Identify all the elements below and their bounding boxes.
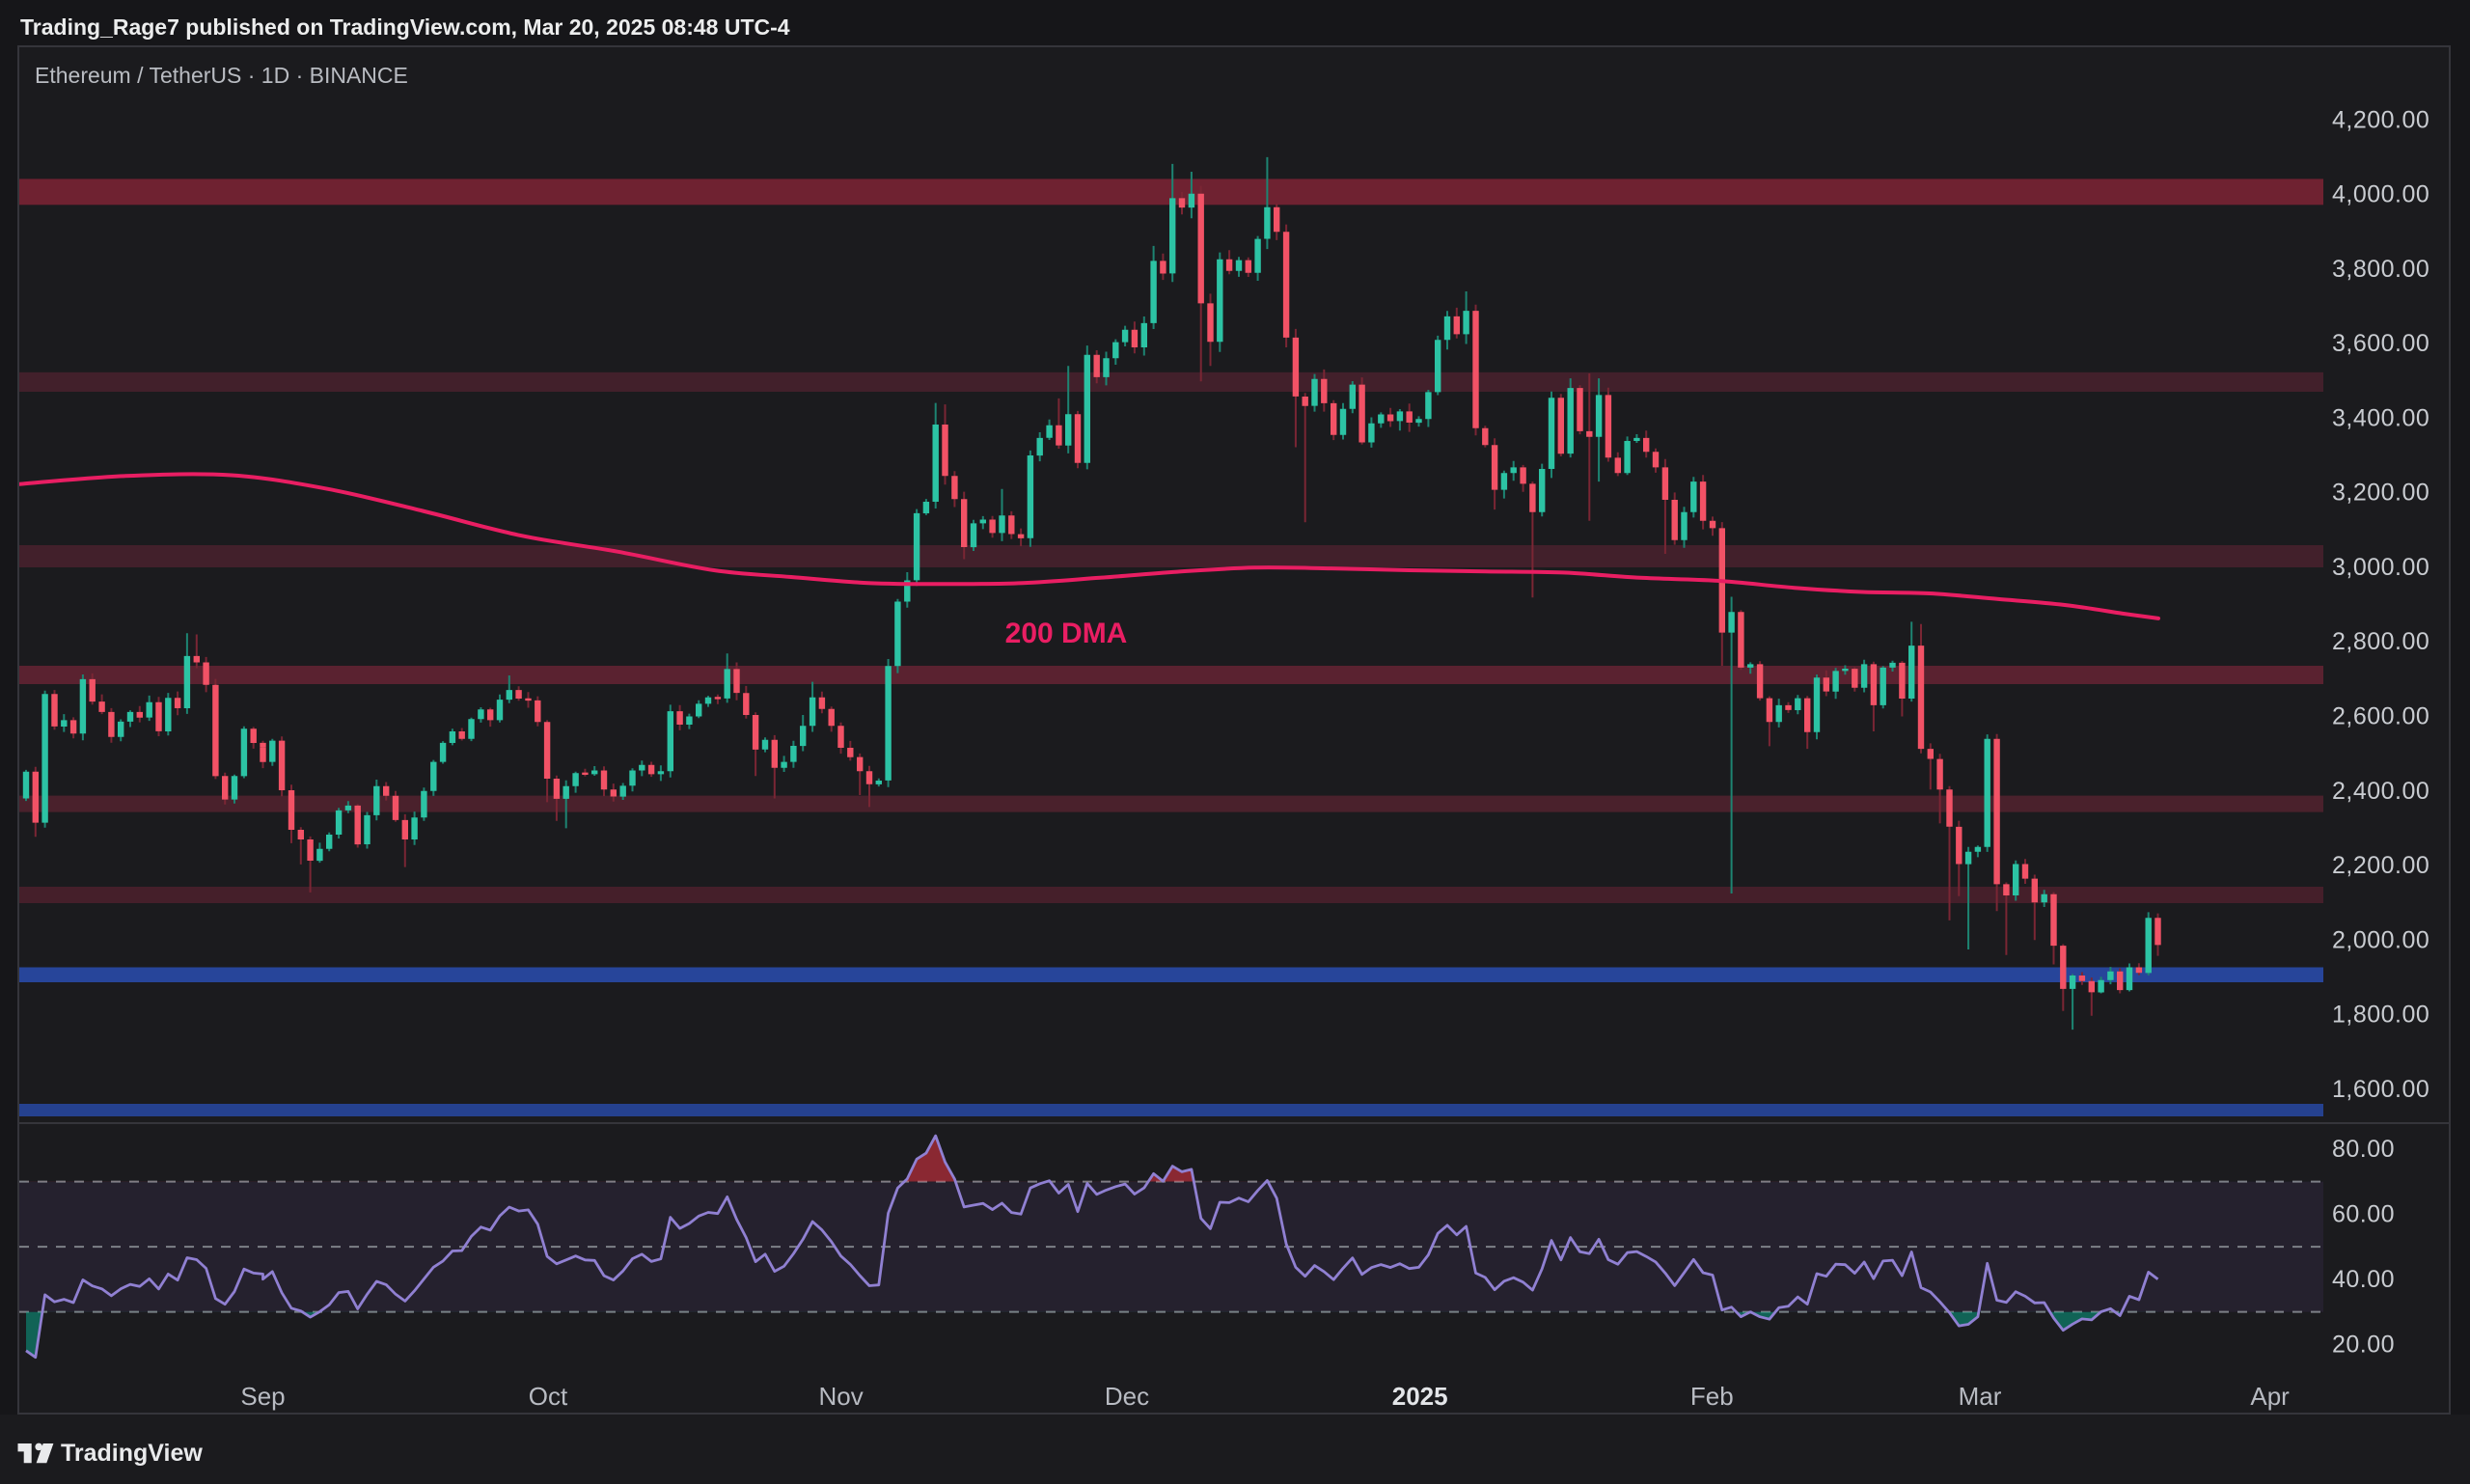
svg-text:Nov: Nov — [818, 1382, 863, 1411]
svg-text:2,200.00: 2,200.00 — [2332, 852, 2429, 879]
svg-text:Apr: Apr — [2250, 1382, 2290, 1411]
svg-text:2025: 2025 — [1392, 1382, 1448, 1411]
svg-text:Oct: Oct — [529, 1382, 568, 1411]
svg-text:Feb: Feb — [1690, 1382, 1734, 1411]
svg-text:3,200.00: 3,200.00 — [2332, 480, 2429, 507]
svg-text:Dec: Dec — [1105, 1382, 1149, 1411]
svg-text:1,800.00: 1,800.00 — [2332, 1002, 2429, 1029]
svg-text:TradingView: TradingView — [61, 1440, 203, 1467]
svg-text:2,800.00: 2,800.00 — [2332, 628, 2429, 655]
svg-text:40.00: 40.00 — [2332, 1266, 2395, 1293]
svg-text:Mar: Mar — [1959, 1382, 2002, 1411]
svg-text:Ethereum / TetherUS · 1D · BIN: Ethereum / TetherUS · 1D · BINANCE — [35, 63, 408, 88]
svg-text:4,200.00: 4,200.00 — [2332, 106, 2429, 133]
svg-text:80.00: 80.00 — [2332, 1136, 2395, 1163]
svg-text:Trading_Rage7 published on Tra: Trading_Rage7 published on TradingView.c… — [20, 14, 790, 40]
svg-text:200 DMA: 200 DMA — [1005, 618, 1128, 649]
svg-text:20.00: 20.00 — [2332, 1331, 2395, 1358]
svg-text:3,800.00: 3,800.00 — [2332, 256, 2429, 283]
svg-text:2,400.00: 2,400.00 — [2332, 778, 2429, 805]
svg-text:60.00: 60.00 — [2332, 1200, 2395, 1227]
svg-text:2,600.00: 2,600.00 — [2332, 703, 2429, 730]
svg-text:Sep: Sep — [240, 1382, 285, 1411]
svg-text:2,000.00: 2,000.00 — [2332, 926, 2429, 953]
svg-text:3,400.00: 3,400.00 — [2332, 404, 2429, 431]
svg-text:4,000.00: 4,000.00 — [2332, 181, 2429, 208]
svg-text:3,000.00: 3,000.00 — [2332, 554, 2429, 581]
svg-text:3,600.00: 3,600.00 — [2332, 330, 2429, 357]
svg-text:1,600.00: 1,600.00 — [2332, 1076, 2429, 1103]
